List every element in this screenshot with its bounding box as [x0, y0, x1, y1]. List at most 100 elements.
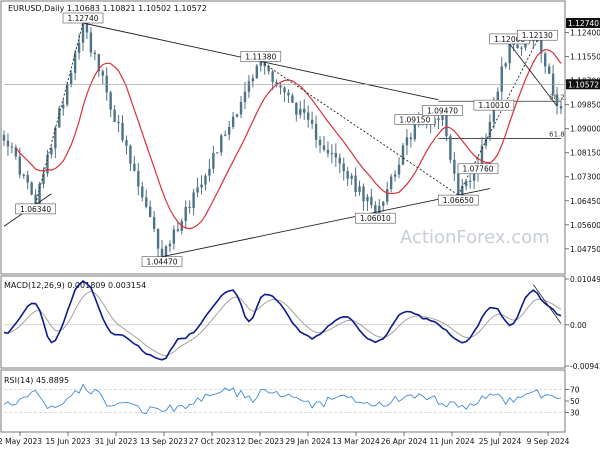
candle-body: [172, 229, 176, 244]
candle-body: [109, 92, 112, 110]
candle-body: [66, 84, 69, 105]
candle-body: [547, 66, 551, 74]
candle-body: [97, 54, 101, 72]
rsi-line: [3, 383, 562, 415]
candle-body: [54, 127, 57, 149]
candle-body: [224, 134, 227, 136]
x-tick-label: 9 Sep 2024: [527, 437, 570, 446]
x-tick-label: 27 Oct 2023: [189, 437, 236, 446]
price-tick-label: 1.08150: [570, 149, 600, 158]
candle-body: [512, 43, 515, 46]
candle-body: [145, 197, 148, 207]
candle-body: [227, 126, 231, 135]
candle-body: [500, 66, 503, 92]
macd-tick-label: 0.00: [570, 321, 587, 330]
candle-body: [374, 205, 377, 214]
candle-body: [366, 196, 369, 202]
trendline-short: [509, 43, 558, 107]
candle-body: [299, 108, 302, 115]
turning-point-label: 1.10010: [478, 101, 509, 110]
macd-tick-label: -0.009435: [570, 362, 600, 371]
turning-point-label: 1.06010: [360, 214, 391, 223]
turning-point-box: [141, 256, 183, 268]
candle-body: [382, 201, 385, 206]
price-panel-frame: [0, 0, 566, 275]
macd-trendline: [533, 284, 562, 324]
candle-body: [176, 229, 180, 231]
candle-body: [409, 137, 413, 140]
candle-body: [152, 217, 156, 229]
x-tick-label: 11 Jun 2024: [429, 437, 474, 446]
macd-axis: 0.01049 0.00 -0.009435: [565, 275, 600, 371]
candle-body: [543, 53, 547, 67]
candle-body: [532, 40, 535, 42]
candle-body: [231, 116, 235, 127]
candle-body: [2, 135, 6, 141]
turning-point-label: 1.12740: [67, 14, 98, 23]
candle-body: [14, 147, 18, 157]
rsi-tick-label: 50: [570, 397, 580, 406]
x-axis: 2 May 2023 15 Jun 2023 31 Jul 2023 13 Sep 2…: [0, 432, 570, 446]
price-axis: 1.124001.115501.107001.098501.090001.081…: [4, 18, 600, 254]
candle-body: [453, 159, 456, 174]
candle-body: [89, 32, 93, 53]
candle-body: [559, 106, 563, 109]
candle-body: [437, 118, 440, 120]
price-tag-label: 1.10572: [568, 80, 599, 89]
candle-body: [401, 145, 405, 165]
candle-body: [291, 95, 294, 103]
candle-body: [156, 228, 160, 249]
x-tick-label: 25 Jul 2024: [479, 437, 522, 446]
candle-body: [133, 163, 136, 172]
candle-body: [338, 157, 341, 164]
turning-point-label: 1.06340: [20, 205, 51, 214]
candle-body: [50, 148, 53, 155]
candle-body: [488, 121, 492, 138]
candle-body: [58, 108, 61, 128]
candle-body: [212, 152, 215, 169]
turning-point-box: [355, 212, 396, 224]
x-tick-label: 29 Jan 2024: [286, 437, 331, 446]
candle-body: [520, 47, 523, 49]
candle-body: [385, 189, 389, 202]
candle-body: [449, 136, 452, 160]
candle-body: [306, 112, 310, 120]
candle-body: [480, 145, 484, 164]
price-tick-label: 1.04750: [570, 245, 600, 254]
candle-body: [358, 186, 361, 193]
macd-panel-frame: [0, 275, 566, 369]
x-tick-label: 13 Sep 2023: [140, 437, 188, 446]
turning-point-label: 1.09470: [427, 106, 458, 115]
candle-body: [342, 163, 345, 172]
candle-body: [34, 194, 37, 204]
candle-body: [121, 122, 124, 141]
candle-body: [362, 186, 365, 202]
macd-tick-label: 0.01049: [570, 275, 600, 284]
price-tag-box: [566, 18, 600, 28]
candle-body: [196, 187, 199, 193]
candle-body: [287, 92, 290, 96]
candle-body: [330, 153, 334, 155]
rsi-panel: [3, 383, 565, 415]
candle-body: [141, 186, 144, 198]
candle-body: [267, 66, 270, 72]
candle-body: [113, 109, 116, 122]
candle-body: [318, 139, 322, 146]
price-tick-label: 1.12400: [570, 29, 600, 38]
turning-point-box: [422, 105, 463, 116]
turning-point-label: 1.11380: [245, 52, 276, 61]
price-tick-label: 1.06450: [570, 197, 600, 206]
candle-body: [524, 41, 527, 48]
rsi-tick-label: 30: [570, 409, 580, 418]
candle-body: [6, 140, 10, 147]
turning-point-label: 1.04470: [147, 258, 178, 267]
candle-body: [200, 184, 203, 188]
turning-point-label: 1.12000: [494, 35, 525, 44]
macd-line: [3, 279, 562, 361]
candle-body: [259, 61, 262, 66]
candle-body: [303, 108, 306, 113]
price-tag-box: [566, 79, 600, 90]
candle-body: [247, 81, 251, 92]
